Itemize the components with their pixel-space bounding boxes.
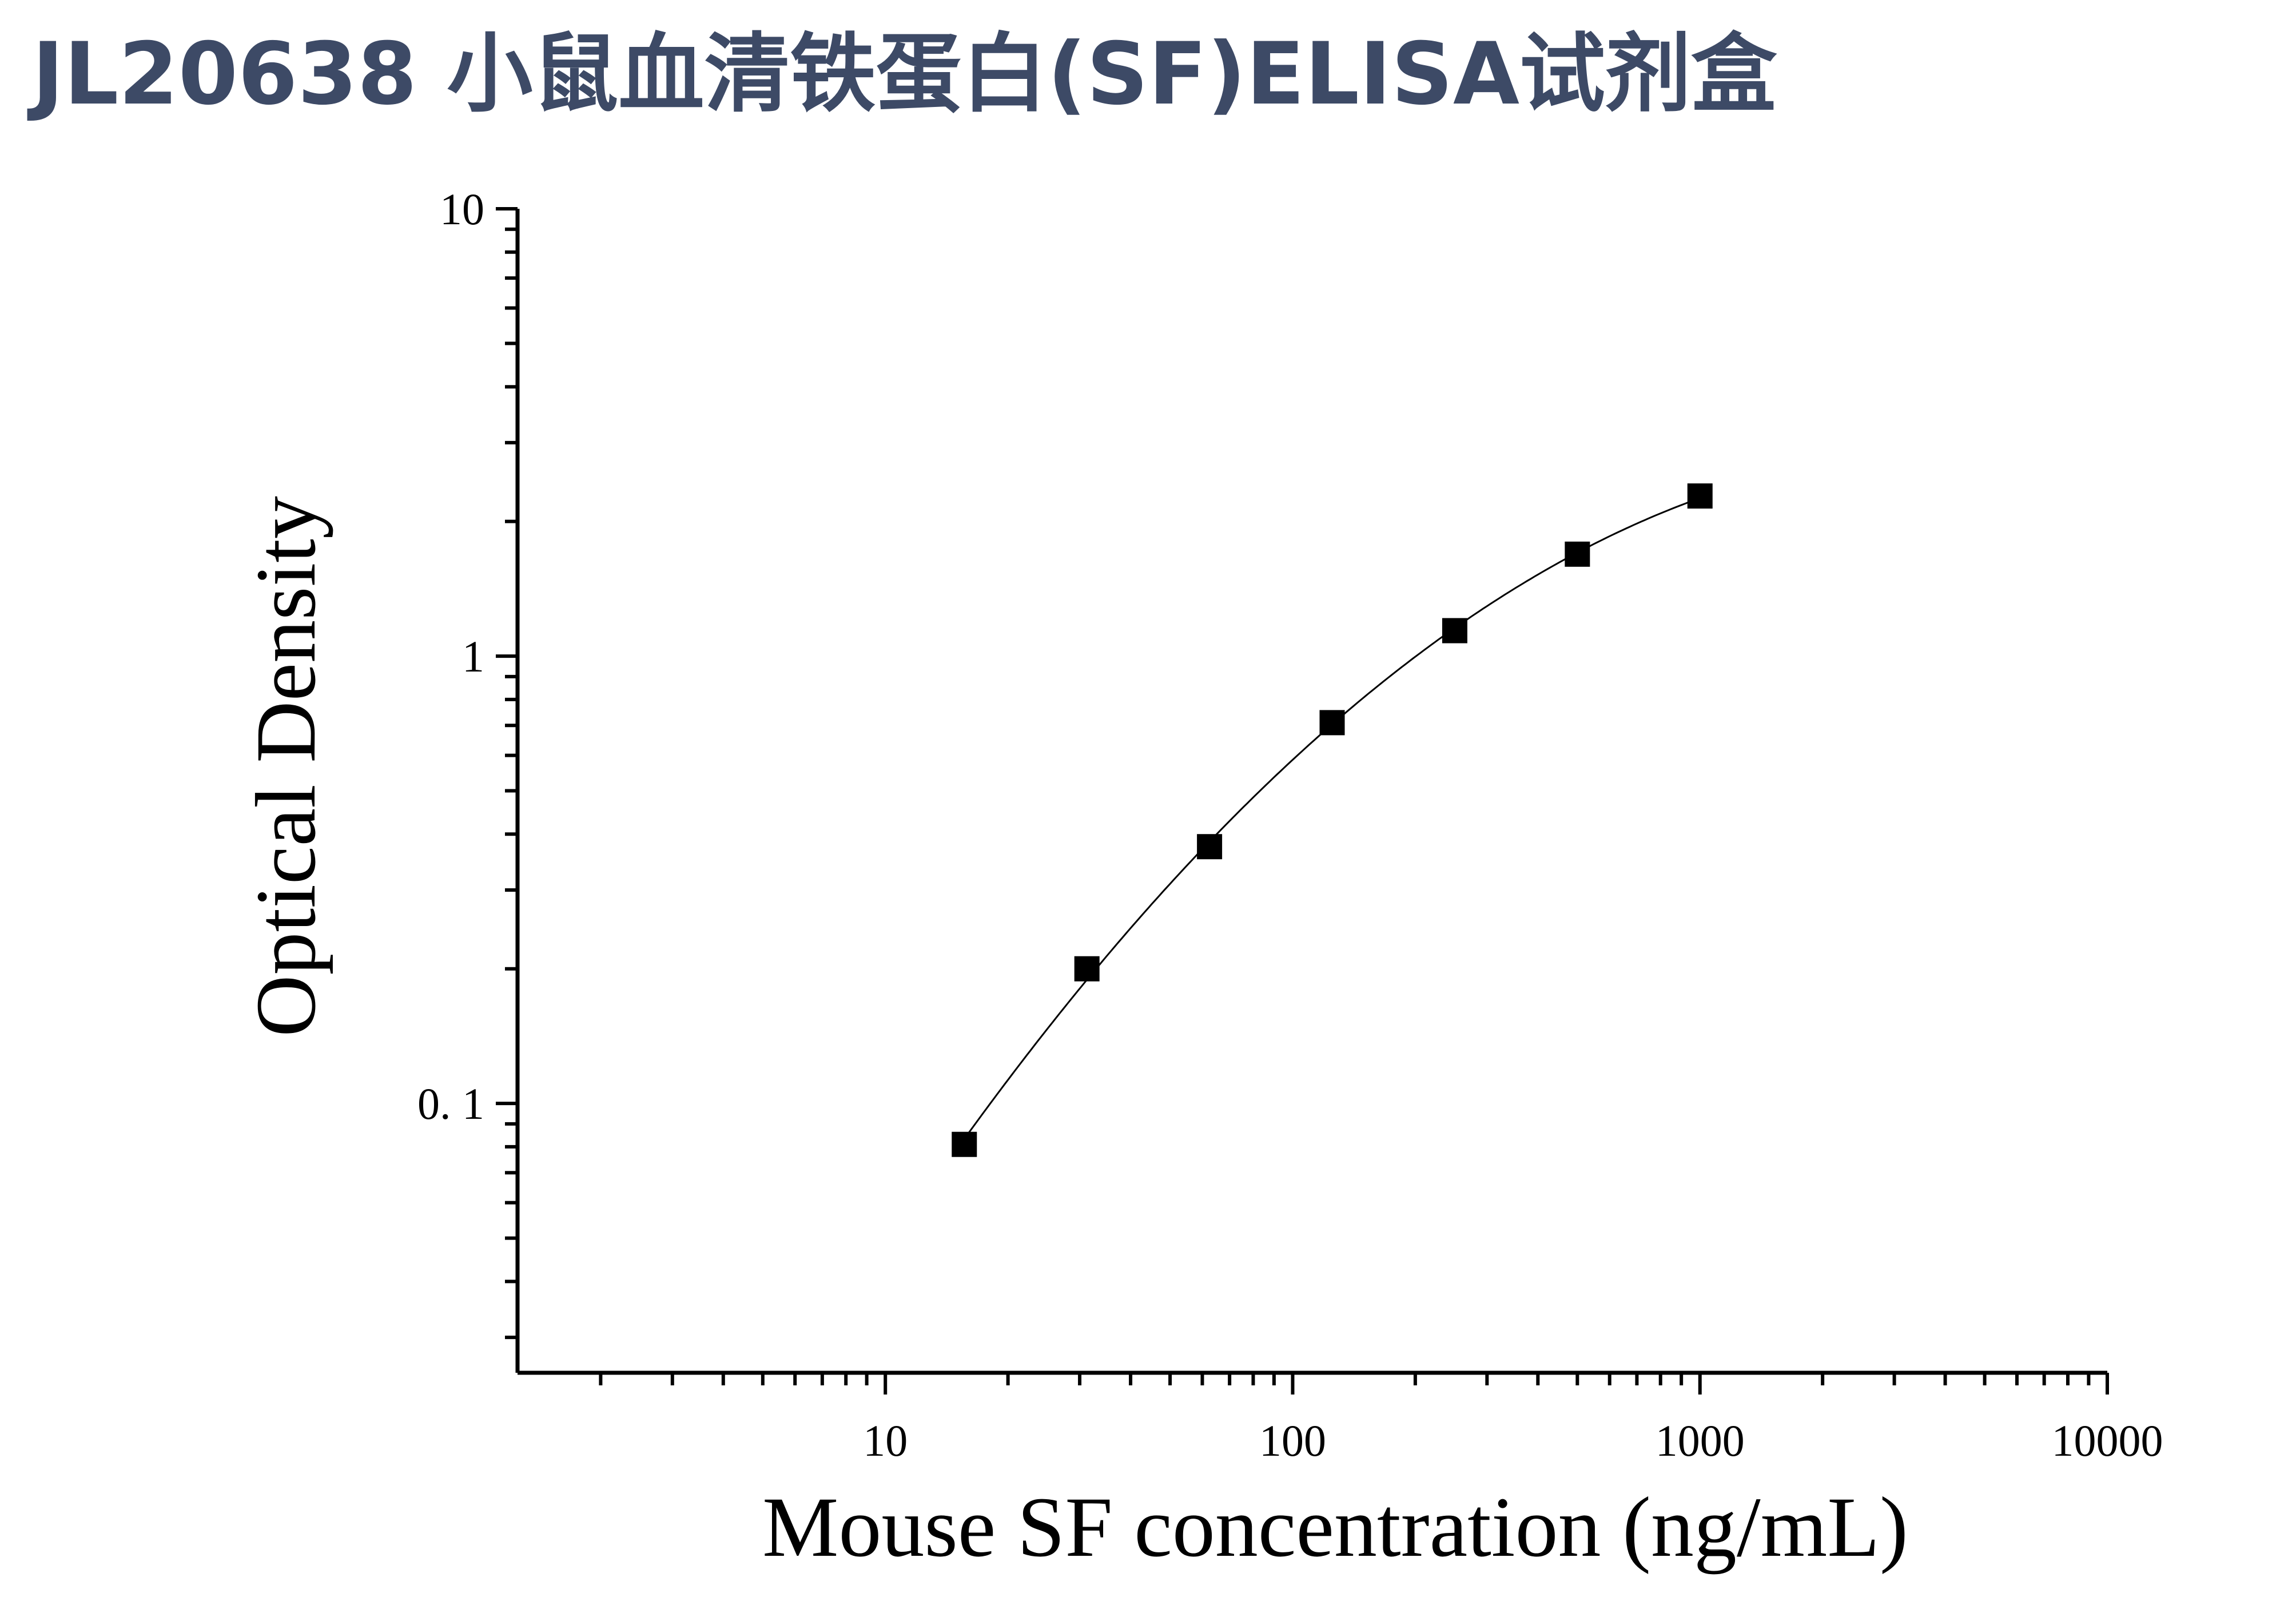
data-point [952,1131,977,1157]
y-tick-label: 0. 1 [417,1079,484,1129]
data-point [1074,956,1100,982]
fit-curve [964,497,1701,1140]
x-tick-label: 1000 [1656,1416,1745,1465]
data-point [1442,618,1467,643]
data-point [1319,710,1345,736]
x-tick-label: 100 [1259,1416,1326,1465]
fit-curve-layer [964,497,1701,1140]
chart-axes: 10 100 1000 10000 0. 1 1 10 [417,184,2163,1465]
y-tick-label: 1 [462,631,484,681]
x-tick-label: 10 [863,1416,908,1465]
data-point [1565,541,1590,567]
data-point [1197,834,1223,860]
x-tick-label: 10000 [2052,1416,2163,1465]
y-tick-label: 10 [440,184,484,234]
y-axis-label: Optical Density [238,496,333,1037]
page-title: JL20638 小鼠血清铁蛋白(SF)ELISA试剂盒 [32,25,1777,124]
x-axis-label: Mouse SF concentration (ng/mL) [762,1480,1908,1575]
data-points-layer [952,483,1713,1157]
data-point [1687,483,1713,509]
